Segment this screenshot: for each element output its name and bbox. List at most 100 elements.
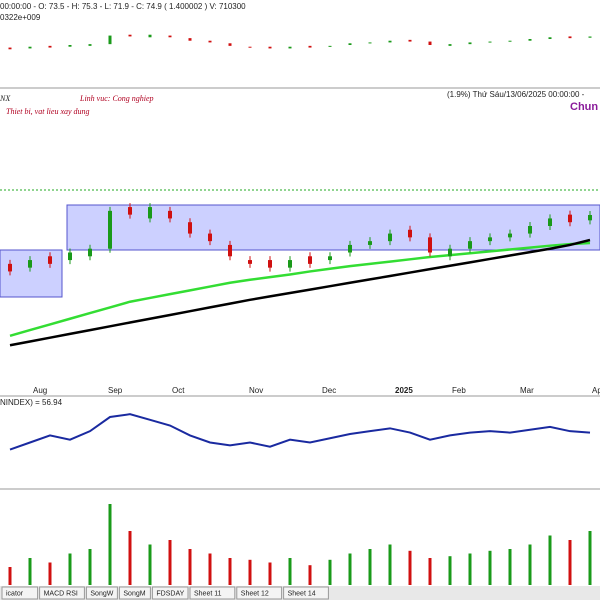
volume-bar [288, 558, 292, 585]
tab[interactable] [85, 586, 118, 600]
mini-candle [68, 45, 72, 47]
volume-bar [168, 540, 172, 585]
volume-bar [428, 558, 432, 585]
candle-body [308, 256, 312, 264]
volume-bar [468, 553, 472, 585]
date-label: Feb [452, 386, 466, 395]
mini-candle [428, 41, 432, 45]
mini-candle [148, 34, 152, 38]
symbol: NX [0, 94, 11, 103]
tab-label: SongM [123, 590, 145, 597]
tab[interactable] [283, 586, 329, 600]
candle-body [328, 256, 332, 261]
industry: Thiet bi, vat lieu xay dung [6, 107, 90, 116]
candle-body [488, 237, 492, 242]
tab-label: MACD RSI [44, 590, 78, 597]
volume-bar [328, 559, 332, 585]
volume-bar [488, 550, 492, 585]
header-ohlc: 00:00:00 - O: 73.5 - H: 75.3 - L: 71.9 -… [0, 2, 246, 11]
mini-candle [548, 37, 552, 39]
volume-bar [268, 562, 272, 585]
date-label: Sep [108, 386, 123, 395]
candle-body [28, 260, 32, 268]
tab-label: Sheet 11 [194, 590, 222, 597]
candle-body [88, 248, 92, 257]
candle-body [288, 260, 292, 268]
mini-candle [488, 41, 492, 43]
date-label: Aug [33, 386, 47, 395]
volume-bar [588, 531, 592, 585]
tab-label: icator [6, 590, 24, 597]
candle-body [228, 244, 232, 257]
volume-bar [68, 553, 72, 585]
candle-body [8, 263, 12, 272]
candle-body [248, 260, 252, 264]
volume-bar [508, 549, 512, 585]
tab-label: SongW [90, 590, 113, 597]
candle-body [388, 233, 392, 242]
volume-bar [548, 535, 552, 585]
mini-candle [468, 42, 472, 45]
candle-body [148, 207, 152, 219]
tab[interactable] [151, 586, 189, 600]
mini-candle [128, 34, 132, 37]
mini-candle [568, 36, 572, 39]
header-sub: 0322e+009 [0, 13, 41, 22]
volume-bar [88, 549, 92, 585]
mini-candle [8, 47, 12, 50]
tab-label: FDSDAY [156, 590, 184, 597]
mini-candle [108, 35, 112, 45]
mini-candle [208, 40, 212, 43]
volume-bar [128, 531, 132, 585]
mini-candle [408, 39, 412, 42]
mini-candle [268, 46, 272, 49]
candle-body [508, 233, 512, 238]
volume-bar [308, 565, 312, 585]
tab[interactable] [1, 586, 39, 600]
tab[interactable] [189, 586, 236, 600]
candle-body [48, 256, 52, 264]
mini-candle [188, 38, 192, 41]
date-label: Oct [172, 386, 185, 395]
candle-body [408, 229, 412, 238]
mini-candle [88, 44, 92, 46]
moving-average [9, 241, 591, 337]
candle-body [348, 244, 352, 253]
volume-bar [48, 562, 52, 585]
volume-bar [228, 558, 232, 585]
candle-body [188, 222, 192, 234]
volume-bar [388, 544, 392, 585]
tab[interactable] [39, 586, 85, 600]
tab[interactable] [118, 586, 151, 600]
date-label: Ap [592, 386, 600, 395]
mini-candle [588, 36, 592, 38]
date-label: Nov [249, 386, 263, 395]
moving-average [9, 238, 591, 347]
zone [66, 204, 600, 251]
tab[interactable] [236, 586, 283, 600]
candle-body [268, 260, 272, 268]
sector: Linh vuc: Cong nghiep [79, 94, 154, 103]
mini-candle [228, 43, 232, 46]
tab-label: Sheet 12 [241, 590, 269, 597]
candle-body [568, 214, 572, 223]
volume-bar [408, 550, 412, 585]
mini-candle [528, 39, 532, 41]
candle-body [528, 226, 532, 234]
rsi-label: NINDEX) = 56.94 [0, 398, 63, 407]
volume-bar [188, 549, 192, 585]
volume-bar [248, 559, 252, 585]
rsi-line [9, 413, 591, 451]
date-info: (1.9%) Thứ Sáu/13/06/2025 00:00:00 - [447, 90, 585, 99]
candle-body [448, 248, 452, 257]
mini-candle [248, 46, 252, 48]
mini-candle [368, 42, 372, 44]
volume-bar [28, 558, 32, 585]
volume-bar [208, 553, 212, 585]
mini-candle [28, 46, 32, 49]
volume-bar [348, 553, 352, 585]
mini-candle [388, 40, 392, 43]
mini-candle [288, 46, 292, 49]
